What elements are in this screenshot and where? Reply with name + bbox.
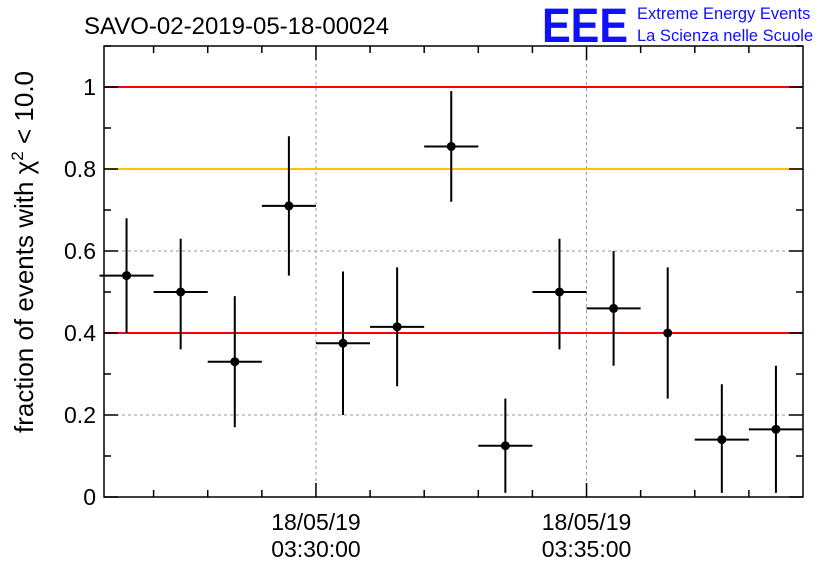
data-point — [284, 201, 294, 211]
y-tick-label: 0.2 — [64, 402, 96, 428]
data-points — [99, 91, 803, 493]
logo-letters: EEE — [542, 0, 628, 53]
y-axis-label-suffix: < 10.0 — [9, 71, 39, 151]
data-point — [338, 338, 348, 348]
y-tick-label: 1 — [83, 74, 96, 100]
y-tick-label: 0 — [83, 484, 96, 510]
data-point — [230, 357, 240, 367]
logo-line-2: La Scienza nelle Scuole — [637, 27, 813, 45]
y-axis-label-symbol: χ — [9, 160, 39, 174]
data-point — [500, 441, 510, 451]
data-point — [663, 328, 673, 338]
y-axis-label-superscript: 2 — [8, 151, 27, 160]
y-tick-labels: 0 0.2 0.4 0.6 0.8 1 — [64, 74, 96, 510]
grid — [104, 46, 803, 497]
reference-lines — [104, 86, 803, 334]
x-tick-date: 18/05/19 — [271, 509, 361, 535]
x-tick-date: 18/05/19 — [542, 509, 632, 535]
x-tick-label: 03:35:00 — [542, 536, 632, 562]
y-tick-label: 0.4 — [64, 320, 96, 346]
eee-logo: EEE Extreme Energy Events La Scienza nel… — [542, 0, 813, 53]
logo-line-1: Extreme Energy Events — [637, 5, 810, 23]
axes — [103, 45, 804, 498]
data-point — [122, 271, 132, 281]
y-tick-label: 0.6 — [64, 238, 96, 264]
chart-title: SAVO-02-2019-05-18-00024 — [84, 13, 389, 40]
data-point — [446, 141, 456, 151]
data-point — [554, 287, 564, 297]
y-tick-label: 0.8 — [64, 156, 96, 182]
y-axis-label: fraction of events with χ2 < 10.0 — [8, 71, 39, 433]
data-point — [717, 435, 727, 445]
data-point — [771, 424, 781, 434]
data-point — [392, 322, 402, 332]
x-tick-label: 03:30:00 — [271, 536, 361, 562]
plot-frame — [103, 45, 804, 498]
data-point — [609, 303, 619, 313]
data-point — [176, 287, 186, 297]
y-axis-label-prefix: fraction of events with — [9, 174, 39, 433]
